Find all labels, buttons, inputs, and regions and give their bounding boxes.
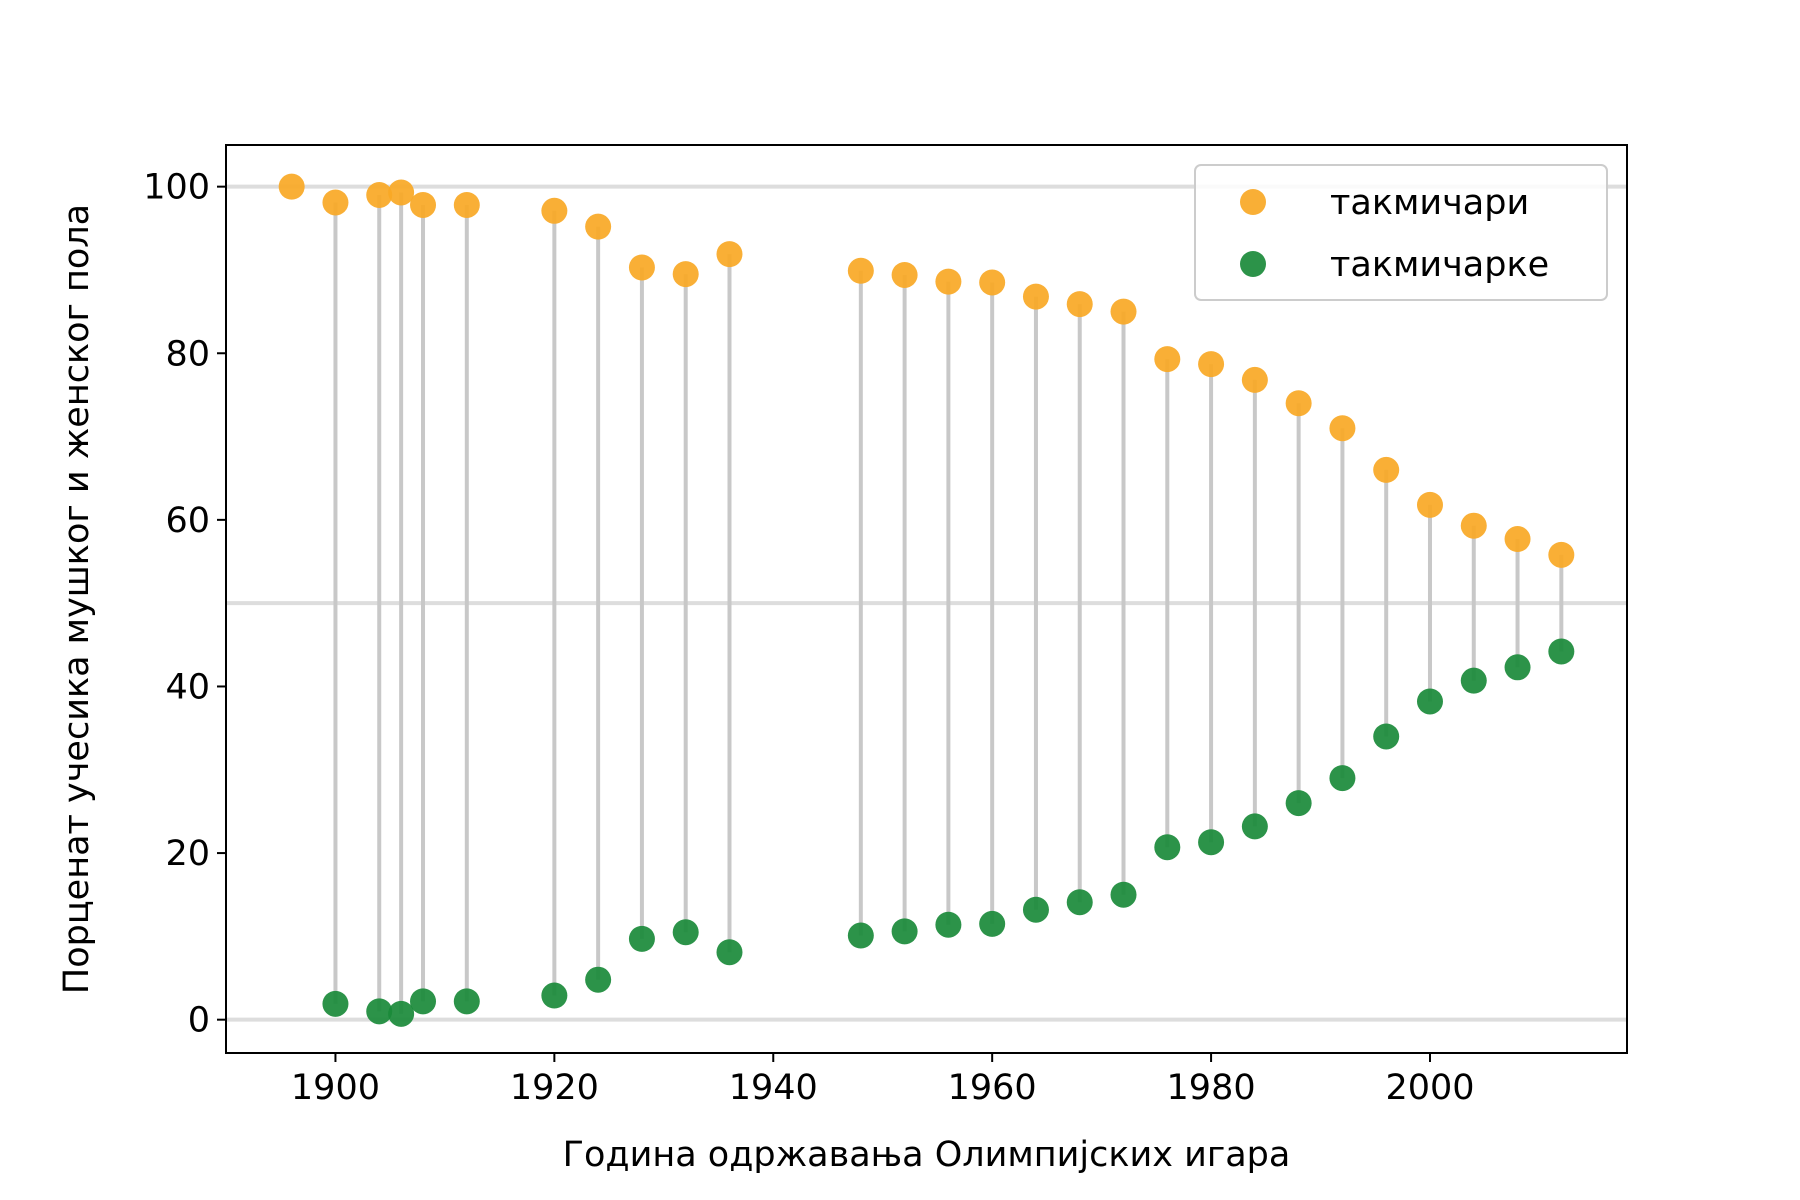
male-point [672, 261, 699, 288]
y-tick-label: 40 [165, 667, 210, 707]
male-point [410, 191, 437, 218]
male-point [1460, 512, 1487, 539]
y-axis-title: Порценат учесика мушког и женског пола [57, 204, 97, 994]
y-axis-ticks: 0 20 40 60 80 100 [143, 168, 226, 1041]
male-point [979, 269, 1006, 296]
x-tick-label: 2000 [1385, 1068, 1474, 1108]
male-point [1285, 390, 1312, 417]
female-point [1066, 889, 1093, 916]
female-point [1329, 765, 1356, 792]
male-point [278, 173, 305, 200]
male-point [1373, 456, 1400, 483]
female-point [1285, 790, 1312, 817]
legend-marker [1240, 251, 1266, 277]
male-point [847, 257, 874, 284]
male-point [935, 268, 962, 295]
legend-marker [1240, 189, 1266, 215]
female-point [388, 1000, 415, 1027]
female-point [322, 990, 349, 1017]
female-point [585, 966, 612, 993]
female-point [1154, 834, 1181, 861]
x-tick-label: 1900 [291, 1068, 380, 1108]
male-point [1154, 346, 1181, 373]
female-point [366, 998, 393, 1025]
female-point [1110, 881, 1137, 908]
male-point [366, 181, 393, 208]
female-point [410, 988, 437, 1015]
male-point [1416, 491, 1443, 518]
female-point [1373, 723, 1400, 750]
female-point [1504, 654, 1531, 681]
male-point [1329, 415, 1356, 442]
female-point [1241, 813, 1268, 840]
male-point [1241, 366, 1268, 393]
male-point [1110, 298, 1137, 325]
x-tick-label: 1960 [948, 1068, 1037, 1108]
male-point [716, 241, 743, 268]
female-point [935, 911, 962, 938]
x-axis-ticks: 1900 1920 1940 1960 1980 2000 [291, 1053, 1475, 1108]
male-point [1066, 291, 1093, 318]
y-tick-label: 60 [165, 501, 210, 541]
y-tick-label: 20 [165, 834, 210, 874]
connector-lines [333, 192, 1564, 1014]
x-tick-label: 1940 [729, 1068, 818, 1108]
female-point [628, 925, 655, 952]
female-point [891, 918, 918, 945]
x-tick-label: 1920 [510, 1068, 599, 1108]
female-point [672, 919, 699, 946]
female-point [1416, 688, 1443, 715]
x-axis-title: Година одржавања Олимпијских игара [563, 1135, 1291, 1175]
female-point [1460, 667, 1487, 694]
male-point [1548, 541, 1575, 568]
female-point [1022, 896, 1049, 923]
y-tick-label: 80 [165, 334, 210, 374]
female-point [453, 988, 480, 1015]
male-point [388, 179, 415, 206]
male-point [891, 261, 918, 288]
plot-frame [225, 144, 1628, 1054]
female-point [541, 982, 568, 1009]
female-point [1548, 638, 1575, 665]
male-point [1198, 351, 1225, 378]
male-point [628, 254, 655, 281]
y-tick-label: 100 [143, 168, 210, 208]
reference-lines [226, 184, 1627, 1022]
x-tick-label: 1980 [1167, 1068, 1256, 1108]
y-tick-label: 0 [188, 1001, 210, 1041]
male-point [1022, 283, 1049, 310]
male-point [541, 197, 568, 224]
male-point [453, 191, 480, 218]
female-point [716, 939, 743, 966]
data-points [278, 173, 1575, 1027]
legend: такмичари такмичарке [1194, 164, 1608, 301]
female-point [1198, 829, 1225, 856]
legend-label: такмичарке [1330, 245, 1549, 285]
female-point [847, 922, 874, 949]
legend-label: такмичари [1330, 183, 1529, 223]
male-point [1504, 526, 1531, 553]
male-point [322, 189, 349, 216]
female-point [979, 910, 1006, 937]
male-point [585, 213, 612, 240]
legend-box [1194, 164, 1608, 301]
